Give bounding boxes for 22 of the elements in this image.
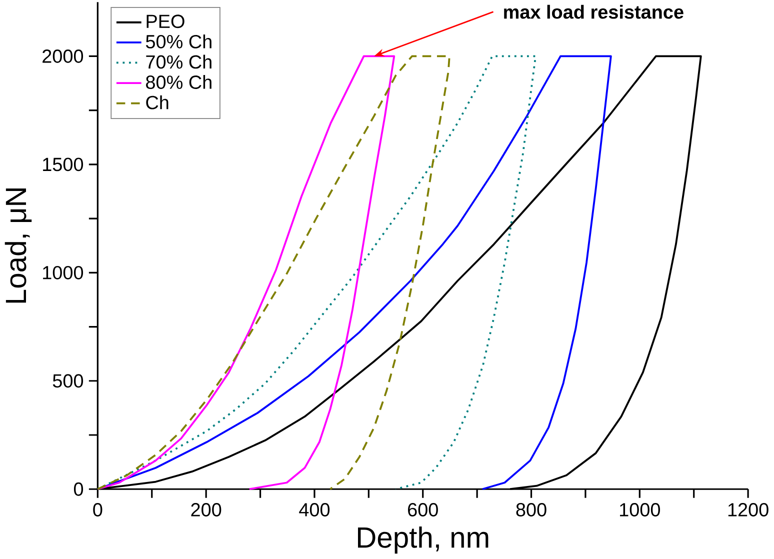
legend-label: 70% Ch xyxy=(146,55,212,69)
x-tick-label: 800 xyxy=(516,503,546,517)
y-tick-label: 500 xyxy=(52,374,84,388)
legend-label: 50% Ch xyxy=(146,34,212,49)
x-tick-label: 1200 xyxy=(728,503,768,517)
legend-label: 80% Ch xyxy=(146,75,212,90)
y-tick-label: 1000 xyxy=(43,266,84,280)
y-axis-title: Load, μN xyxy=(4,188,32,303)
x-tick-label: 200 xyxy=(191,503,222,517)
y-tick-label: 1500 xyxy=(43,158,84,172)
y-tick-label: 0 xyxy=(74,482,84,496)
legend-label: PEO xyxy=(146,14,184,28)
x-axis-title: Depth, nm xyxy=(358,526,488,554)
line-series xyxy=(96,55,396,490)
line-series xyxy=(96,55,450,490)
x-tick-label: 1000 xyxy=(620,503,660,517)
y-tick-label: 2000 xyxy=(42,50,84,64)
x-tick-label: 400 xyxy=(299,503,330,517)
legend-label: Ch xyxy=(146,96,168,110)
x-tick-label: 0 xyxy=(93,503,102,517)
annotation: max load resistance xyxy=(504,5,684,20)
x-tick-label: 600 xyxy=(408,503,438,517)
